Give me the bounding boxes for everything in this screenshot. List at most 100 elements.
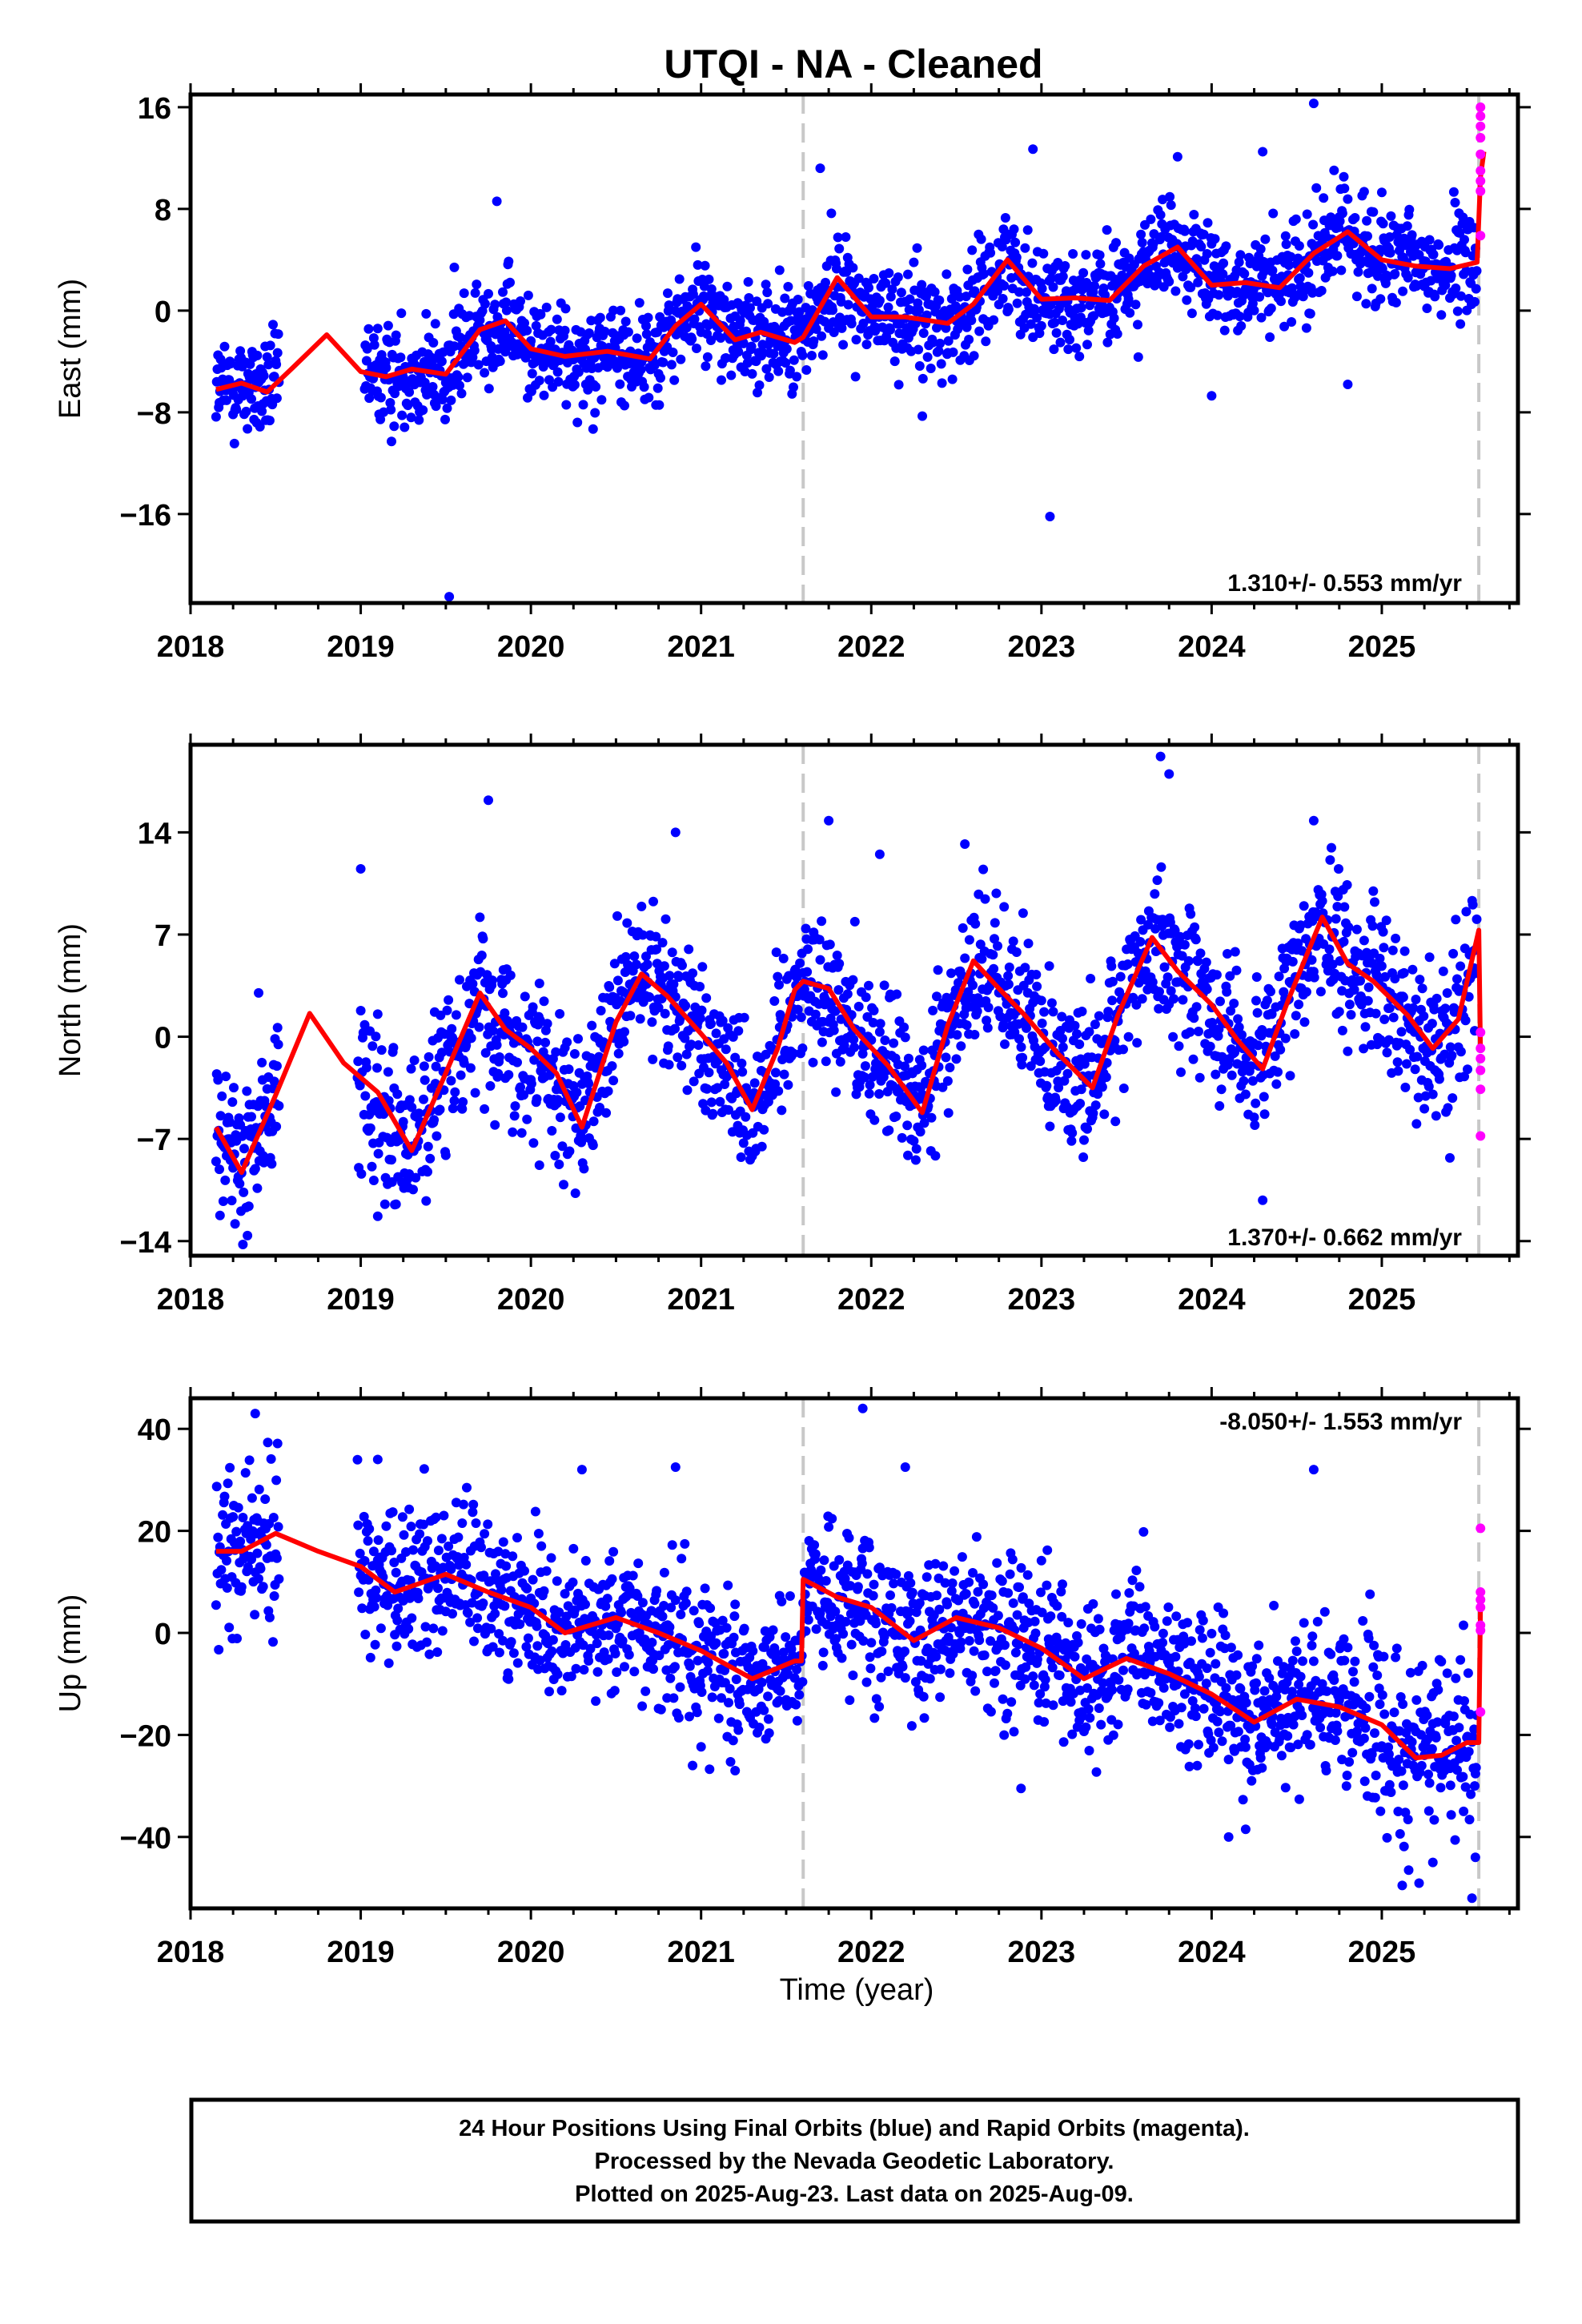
data-point [739, 1012, 749, 1023]
data-point [368, 1176, 379, 1185]
data-point [1010, 1647, 1021, 1658]
data-point [229, 438, 239, 448]
data-point [842, 989, 853, 999]
data-point [1267, 1009, 1277, 1019]
data-point [573, 1034, 583, 1044]
data-point [400, 422, 410, 432]
data-point [215, 1111, 226, 1121]
data-point [406, 412, 416, 423]
data-point [494, 1629, 504, 1639]
data-point [1042, 1545, 1053, 1555]
data-point [761, 364, 772, 374]
data-point [1451, 915, 1461, 925]
data-point [1412, 1051, 1423, 1062]
data-point [748, 1128, 758, 1138]
data-point [533, 1529, 544, 1538]
plot-frame [188, 742, 1520, 1258]
data-point [876, 1672, 886, 1683]
data-point [1305, 308, 1315, 319]
data-point [590, 408, 600, 418]
final-orbit-points [211, 751, 1482, 1249]
x-tick-label: 2023 [1008, 1283, 1076, 1317]
data-point [649, 360, 660, 371]
data-point [990, 934, 999, 944]
data-point [1250, 1120, 1260, 1130]
data-point [925, 1674, 935, 1684]
data-point [556, 1686, 567, 1696]
data-point [407, 1613, 417, 1623]
data-point [512, 1658, 523, 1668]
data-point [725, 1757, 736, 1767]
data-point [743, 277, 753, 287]
data-point [424, 1051, 434, 1062]
data-point [1186, 308, 1197, 319]
data-point [708, 1108, 718, 1119]
data-point [1109, 313, 1119, 324]
data-point [1383, 1035, 1394, 1045]
data-point [665, 1622, 675, 1632]
data-point [991, 888, 1002, 899]
data-point [269, 1076, 279, 1087]
data-point [913, 344, 924, 355]
data-point [405, 1575, 416, 1586]
data-point [1448, 948, 1459, 959]
data-point [833, 232, 843, 243]
data-point [720, 1080, 730, 1089]
data-point [242, 1086, 252, 1096]
data-point [753, 388, 762, 398]
data-point [1044, 961, 1054, 971]
data-point [215, 1164, 224, 1175]
data-point [456, 388, 467, 399]
data-point [508, 1551, 518, 1562]
data-point [1327, 959, 1338, 970]
data-point [484, 288, 493, 299]
data-point [836, 1014, 846, 1024]
rapid-orbit-point [1476, 1027, 1486, 1038]
data-point [588, 1140, 598, 1151]
data-point [700, 1583, 710, 1594]
data-point [1403, 272, 1413, 283]
data-point [673, 1052, 683, 1063]
data-point [910, 1155, 921, 1165]
data-point [1183, 956, 1194, 966]
data-point [1071, 343, 1082, 353]
data-point [810, 1009, 821, 1019]
data-point [764, 1728, 774, 1739]
data-point [785, 1591, 795, 1601]
data-point [1268, 208, 1279, 219]
data-point [636, 364, 646, 375]
x-tick-label: 2025 [1348, 630, 1416, 664]
data-point [993, 286, 1002, 296]
data-point [244, 1455, 255, 1466]
data-point [970, 919, 981, 929]
y-tick-label: 7 [155, 919, 171, 953]
data-point [272, 348, 283, 358]
data-point [468, 1507, 478, 1518]
data-point [1035, 1056, 1046, 1067]
data-point [914, 1598, 925, 1608]
data-point [1291, 1011, 1301, 1021]
data-point [932, 991, 942, 1002]
data-point [853, 273, 864, 283]
outlier-point [1045, 512, 1055, 522]
data-point [966, 316, 977, 325]
data-point [711, 1028, 721, 1039]
data-point [388, 1043, 399, 1053]
data-point [689, 1076, 699, 1087]
data-point [1003, 1588, 1014, 1598]
data-point [697, 962, 708, 972]
data-point [907, 1587, 917, 1598]
data-point [1068, 249, 1078, 259]
data-point [976, 234, 986, 244]
data-point [1062, 1068, 1073, 1079]
data-point [478, 934, 488, 944]
data-point [258, 1582, 268, 1592]
data-point [934, 346, 944, 356]
data-point [728, 1735, 738, 1746]
data-point [1422, 304, 1432, 313]
data-point [865, 1652, 875, 1663]
data-point [990, 1666, 1001, 1676]
data-point [1189, 1013, 1199, 1023]
data-point [1471, 283, 1481, 294]
data-point [1040, 1675, 1050, 1685]
